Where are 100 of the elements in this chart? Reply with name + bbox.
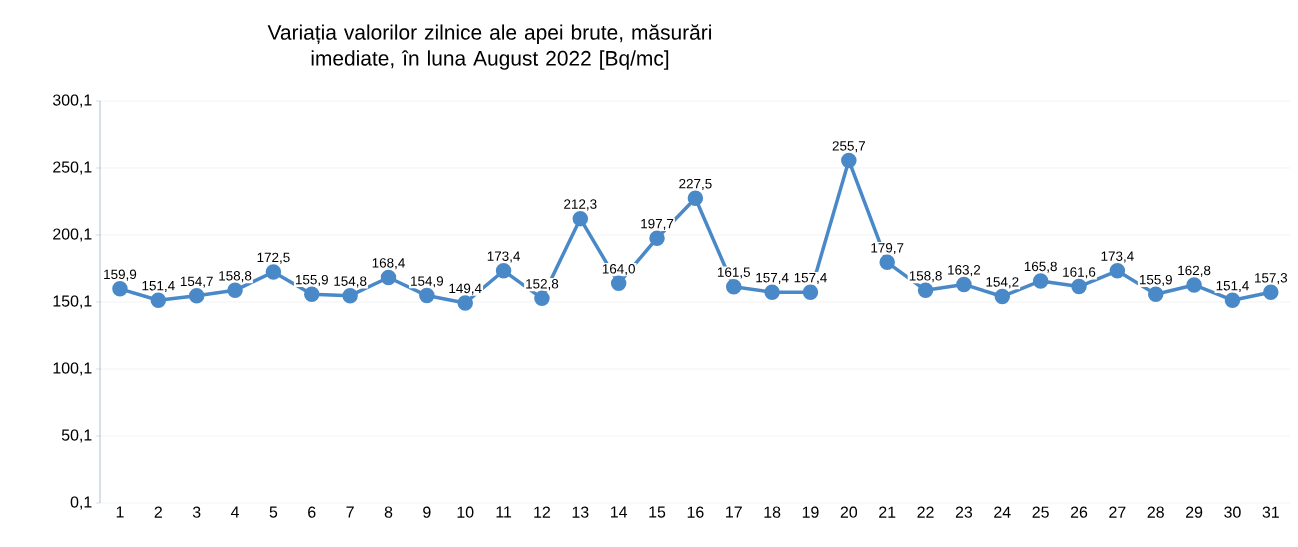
- point: [956, 276, 972, 293]
- data-label: 173,4: [1101, 251, 1134, 263]
- point: [150, 292, 167, 308]
- point: [304, 286, 320, 302]
- data-label: 155,9: [295, 274, 328, 287]
- point: [1071, 278, 1087, 295]
- point: [841, 152, 857, 169]
- data-label: 197,7: [641, 218, 674, 230]
- data-label: 163,2: [948, 265, 981, 277]
- x-tick-label: 2: [154, 506, 162, 518]
- x-tick-label: 14: [611, 506, 628, 518]
- y-tick-label: 150,1: [53, 295, 92, 309]
- point: [687, 190, 704, 207]
- point: [1186, 277, 1202, 293]
- data-label: 151,4: [1216, 281, 1249, 293]
- point: [112, 281, 128, 297]
- data-label: 227,5: [679, 178, 712, 191]
- x-tick-label: 22: [917, 506, 934, 518]
- x-tick-label: 30: [1224, 506, 1241, 518]
- data-label: 164,0: [602, 264, 635, 276]
- x-tick-label: 26: [1070, 506, 1088, 518]
- point: [188, 288, 205, 304]
- point: [342, 287, 358, 304]
- x-tick-label: 9: [423, 506, 431, 518]
- x-tick-label: 24: [994, 506, 1011, 518]
- x-tick-label: 7: [346, 506, 354, 518]
- data-label: 212,3: [564, 199, 597, 211]
- point: [917, 282, 934, 299]
- point: [1032, 273, 1049, 289]
- x-tick-label: 16: [687, 506, 704, 518]
- data-label: 161,6: [1063, 267, 1096, 279]
- y-tick-label: 100,1: [53, 362, 92, 376]
- data-label: 157,4: [794, 273, 827, 284]
- data-label: 154,8: [334, 276, 367, 288]
- x-tick-label: 31: [1262, 506, 1279, 518]
- data-label: 151,4: [142, 281, 175, 293]
- x-tick-label: 5: [269, 506, 278, 518]
- point: [1263, 284, 1279, 301]
- data-label: 162,8: [1178, 265, 1211, 277]
- x-tick-label: 1: [116, 506, 124, 518]
- point: [457, 295, 473, 311]
- x-tick-label: 17: [726, 506, 742, 518]
- point: [572, 210, 589, 227]
- data-label: 159,9: [104, 269, 137, 281]
- point: [879, 254, 895, 271]
- point: [994, 288, 1011, 305]
- data-label: 154,7: [180, 276, 213, 288]
- point: [726, 278, 742, 295]
- x-tick-label: 15: [649, 506, 666, 518]
- x-tick-label: 21: [879, 506, 896, 518]
- data-label: 152,8: [526, 279, 559, 291]
- data-label: 158,8: [219, 271, 252, 283]
- data-label: 255,7: [832, 141, 865, 153]
- data-label: 157,3: [1255, 273, 1288, 285]
- point: [649, 230, 665, 246]
- point: [764, 284, 780, 300]
- point: [495, 263, 512, 279]
- data-label: 149,4: [449, 283, 482, 295]
- x-tick-label: 12: [534, 506, 550, 518]
- point: [610, 275, 627, 292]
- x-tick-label: 4: [230, 506, 239, 518]
- x-tick-label: 13: [572, 506, 589, 518]
- point: [1109, 263, 1126, 279]
- data-label: 172,5: [257, 252, 290, 264]
- point: [419, 287, 435, 304]
- chart-title: Variația valorilor zilnice ale apei brute, măsurări imediate, în luna August 2022 [Bq/mc]: [267, 24, 711, 70]
- x-tick-label: 8: [384, 506, 393, 518]
- data-label: 155,9: [1139, 274, 1172, 287]
- x-tick-label: 19: [802, 506, 819, 518]
- x-tick-label: 3: [192, 506, 201, 518]
- point: [1147, 286, 1164, 302]
- point: [380, 269, 397, 286]
- data-label: 165,8: [1024, 261, 1057, 273]
- x-tick-label: 28: [1147, 506, 1164, 518]
- point: [534, 290, 550, 307]
- y-tick-label: 200,1: [53, 228, 92, 242]
- x-tick-label: 25: [1032, 506, 1049, 518]
- data-label: 158,8: [909, 271, 942, 283]
- x-tick-label: 23: [955, 506, 973, 518]
- data-label: 154,9: [411, 276, 444, 288]
- x-tick-label: 10: [457, 506, 474, 518]
- data-label: 168,4: [372, 258, 405, 270]
- data-label: 157,4: [756, 273, 789, 284]
- x-tick-label: 20: [840, 506, 858, 518]
- y-tick-label: 250,1: [53, 161, 92, 175]
- y-tick-label: 0,1: [70, 496, 92, 510]
- data-label: 154,2: [986, 277, 1019, 289]
- x-tick-label: 6: [308, 506, 316, 518]
- x-tick-label: 27: [1109, 506, 1126, 518]
- y-tick-label: 300,1: [52, 94, 92, 108]
- x-tick-label: 18: [764, 506, 781, 518]
- data-label: 179,7: [871, 243, 904, 255]
- point: [227, 282, 243, 299]
- point: [265, 264, 282, 280]
- data-label: 173,4: [487, 251, 521, 263]
- y-tick-label: 50,1: [61, 429, 92, 443]
- data-label: 161,5: [717, 267, 751, 279]
- point: [1224, 292, 1241, 308]
- x-tick-label: 11: [496, 506, 512, 518]
- x-tick-label: 29: [1186, 506, 1203, 518]
